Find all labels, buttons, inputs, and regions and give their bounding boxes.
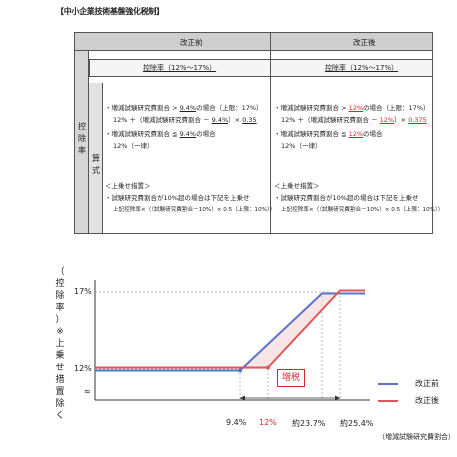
formula-label-column <box>89 83 103 233</box>
y-axis-label: （ 控 除 率 ） ※ 上 乗 せ 措 置 除 く <box>54 266 66 422</box>
x-tick-12: 12% <box>259 418 277 427</box>
series-group <box>95 289 365 373</box>
y-axis-label-char: く <box>55 411 65 421</box>
x-tick-25-4: 約25.4% <box>340 419 374 428</box>
rate-header-after <box>270 59 433 77</box>
y-tick-17: 17% <box>74 287 92 296</box>
y-axis-label-char: 率 <box>55 303 65 313</box>
after-line-2: 12% ＋（増減試験研究費割合 － 12%）× 0.375 <box>281 116 427 124</box>
header-after: 改正後 <box>353 38 376 47</box>
page-title: 【中小企業技術基盤強化税制】 <box>56 7 164 16</box>
after-line-4: 12%（一律） <box>281 142 322 150</box>
x-axis-label: （増減試験研究費割合） <box>378 433 455 441</box>
row-label-char: 率 <box>78 146 86 155</box>
tax-increase-tag: 増税 <box>277 369 305 387</box>
x-tick-9-4: 9.4% <box>226 418 247 427</box>
y-axis-label-char: 乗 <box>55 351 65 361</box>
formula-label-char: 算 <box>92 154 100 163</box>
legend-line-before <box>378 383 398 385</box>
y-axis-label-char: （ <box>55 267 65 277</box>
y-axis-label-char: 除 <box>55 399 65 409</box>
table-header-bar <box>75 33 432 51</box>
y-axis-label-char: 置 <box>55 387 65 397</box>
x-tick-23-7: 約23.7% <box>292 419 326 428</box>
before-line-3: ・増減試験研究費割合 ≦ 9.4%の場合 <box>105 130 216 138</box>
range-arrow-right-head <box>335 395 340 401</box>
series-point-before <box>238 368 242 373</box>
after-line-1: ・増減試験研究費割合 > 12%の場合（上限：17%） <box>274 104 430 112</box>
y-axis-label-char: 除 <box>55 291 65 301</box>
y-axis-label-char: 措 <box>55 375 65 385</box>
axis-break-mark: ≈ <box>84 387 91 396</box>
after-line-3: ・増減試験研究費割合 ≦ 12%の場合 <box>274 130 383 138</box>
legend-label-before: 改正前 <box>415 379 439 388</box>
series-line-before <box>95 292 365 372</box>
series-line-after <box>95 289 365 369</box>
header-before: 改正前 <box>180 38 203 47</box>
row-label-column <box>75 51 89 233</box>
comparison-table: 改正前 改正後 控 除 率 算 式 控除率（12%～17%） 控除率（12%～1… <box>74 32 443 234</box>
row-label-char: 控 <box>78 122 86 131</box>
after-line-6: ・試験研究費割合が10%超の場合は下記を上乗せ <box>274 194 419 202</box>
y-tick-12: 12% <box>74 364 92 373</box>
y-axis-label-char: 控 <box>55 279 65 289</box>
rate-header-before-text: 控除率（12%～17%） <box>143 64 217 72</box>
before-line-5: ＜上乗せ措置＞ <box>105 182 151 190</box>
column-divider <box>270 33 271 233</box>
formula-label-char: 式 <box>92 166 100 175</box>
before-line-2: 12% ＋（増減試験研究費割合 － 9.4%）× 0.35 <box>113 116 257 124</box>
legend-label-after: 改正後 <box>415 396 439 405</box>
before-line-6: ・試験研究費割合が10%超の場合は下記を上乗せ <box>105 194 250 202</box>
legend-line-after <box>378 400 398 402</box>
series-point-after <box>266 365 270 370</box>
before-line-1: ・増減試験研究費割合 > 9.4%の場合（上限：17%） <box>105 104 263 112</box>
row-label-char: 除 <box>78 134 86 143</box>
y-axis-label-char: ※ <box>56 327 64 337</box>
after-line-5: ＜上乗せ措置＞ <box>274 182 320 190</box>
y-axis-label-char: 上 <box>55 339 65 349</box>
y-axis-label-char: せ <box>55 363 65 373</box>
before-line-4: 12%（一律） <box>113 142 154 150</box>
after-line-7: 上記控除率×（（試験研究費割合－10%）× 0.5（上限：10%）） <box>281 207 444 213</box>
tax-increase-area <box>240 292 340 369</box>
before-line-7: 上記控除率×（（試験研究費割合－10%）× 0.5（上限：10%）） <box>113 207 276 213</box>
y-axis-label-char: ） <box>55 315 65 325</box>
range-arrow-left-head <box>240 395 245 401</box>
rate-header-after-text: 控除率（12%～17%） <box>325 64 399 72</box>
